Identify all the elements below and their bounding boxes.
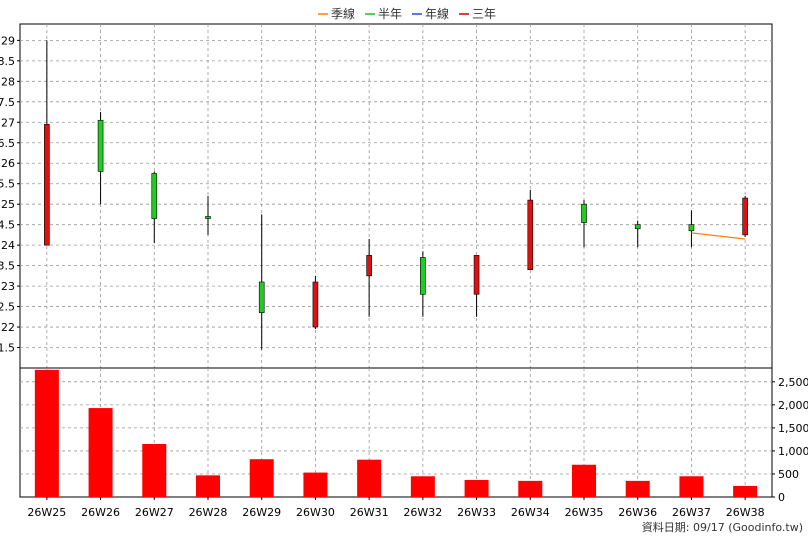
candle-26W35 — [581, 200, 587, 248]
volume-plot-frame — [19, 367, 773, 498]
volume-bar-26W31 — [357, 459, 382, 497]
candle-26W32 — [420, 251, 426, 317]
price-tick-label: 23 — [1, 280, 15, 293]
volume-tick-label: 1,500 — [778, 422, 808, 435]
x-tick-label: 26W37 — [672, 506, 711, 519]
price-tick-label: 21.5 — [0, 342, 15, 355]
x-tick-label: 26W35 — [565, 506, 604, 519]
candle-body — [258, 281, 265, 314]
x-tick-label: 26W32 — [403, 506, 442, 519]
candle-26W27 — [151, 171, 158, 244]
legend-item: 年線 — [412, 6, 449, 21]
price-tick-label: 23.5 — [0, 260, 15, 273]
volume-bar-26W32 — [410, 476, 435, 497]
ma-season-line — [691, 232, 746, 240]
x-tick-label: 26W30 — [296, 506, 335, 519]
candle-body — [527, 199, 534, 271]
price-tick-label: 27 — [1, 116, 15, 129]
x-tick-label: 26W28 — [189, 506, 228, 519]
volume-bar-26W34 — [518, 480, 543, 497]
volume-bar-26W36 — [625, 480, 650, 497]
x-tick-label: 26W38 — [726, 506, 765, 519]
candle-body — [473, 255, 480, 295]
price-panel: 29 28.5 28 27.5 27 26.5 26 25.5 25 24.5 24 23.5 23 22… — [0, 23, 773, 369]
price-tick-label: 26 — [1, 157, 15, 170]
x-tick-label: 26W31 — [350, 506, 389, 519]
price-plot-frame — [19, 23, 773, 369]
volume-tick-label: 2,000 — [778, 399, 808, 412]
candle-body — [366, 255, 372, 277]
legend-label: 年線 — [425, 6, 449, 21]
x-tick-label: 26W36 — [618, 506, 657, 519]
volume-bar-26W29 — [249, 459, 274, 497]
x-tick-label: 26W26 — [81, 506, 120, 519]
volume-bar-26W37 — [679, 476, 704, 497]
x-tick-label: 26W27 — [135, 506, 174, 519]
price-tick-label: 22 — [1, 321, 15, 334]
volume-tick-label: 2,500 — [778, 376, 808, 389]
candle-26W33 — [473, 255, 480, 317]
price-tick-label: 25.5 — [0, 178, 15, 191]
legend-item: 季線 — [318, 6, 355, 21]
volume-bar-26W33 — [464, 479, 489, 497]
volume-bar-26W26 — [88, 408, 113, 497]
legend-label: 季線 — [331, 6, 355, 21]
candle-26W36 — [634, 220, 641, 248]
volume-bar-26W28 — [196, 475, 220, 497]
legend-item: 半年 — [365, 7, 402, 21]
legend: 季線 半年 年線 三年 — [318, 6, 496, 21]
volume-bar-26W35 — [572, 464, 596, 497]
volume-panel: 2,500 2,000 1,500 1,000 500 0 — [19, 367, 808, 504]
candle-26W38 — [742, 196, 748, 237]
legend-item: 三年 — [459, 7, 496, 21]
volume-bar-26W30 — [303, 472, 328, 497]
price-tick-label: 28 — [1, 75, 15, 88]
candle-body — [44, 124, 50, 246]
footer-source-text: 資料日期: 09/17 (Goodinfo.tw) — [642, 520, 803, 534]
price-tick-label: 26.5 — [0, 137, 15, 150]
candle-body — [688, 224, 695, 232]
candle-body — [634, 224, 641, 230]
volume-bar-26W38 — [733, 485, 758, 497]
price-tick-label: 22.5 — [0, 301, 15, 314]
candle-26W29 — [258, 214, 265, 350]
price-tick-label: 27.5 — [0, 96, 15, 109]
volume-tick-label: 500 — [778, 468, 799, 481]
candle-26W31 — [366, 239, 372, 317]
price-tick-label: 29 — [1, 34, 15, 47]
price-tick-label: 24.5 — [0, 219, 15, 232]
price-tick-label: 24 — [1, 239, 15, 252]
candle-body — [420, 257, 426, 295]
candle-body — [742, 197, 748, 236]
volume-tick-label: 0 — [778, 491, 785, 504]
candle-26W28 — [205, 196, 211, 235]
candle-body — [205, 216, 211, 219]
candle-body — [97, 119, 104, 172]
candle-body — [581, 203, 587, 223]
price-tick-label: 28.5 — [0, 55, 15, 68]
candle-26W34 — [527, 189, 534, 271]
candle-26W25 — [44, 40, 50, 246]
volume-bar-26W27 — [142, 444, 167, 497]
candle-body — [312, 281, 319, 328]
candle-26W26 — [97, 112, 104, 205]
volume-tick-label: 1,000 — [778, 445, 808, 458]
candle-body — [151, 173, 158, 219]
price-tick-label: 25 — [1, 198, 15, 211]
x-tick-label: 26W29 — [242, 506, 281, 519]
legend-label: 半年 — [378, 7, 402, 21]
candle-26W30 — [312, 275, 319, 330]
x-tick-label: 26W25 — [27, 506, 66, 519]
legend-label: 三年 — [472, 7, 496, 21]
volume-bar-26W25 — [34, 369, 59, 497]
x-tick-label: 26W33 — [457, 506, 496, 519]
x-axis: 26W25 26W26 26W27 26W28 26W29 26W30 26W31 26W32… — [27, 497, 765, 519]
x-tick-label: 26W34 — [511, 506, 550, 519]
candle-26W37 — [688, 210, 695, 248]
